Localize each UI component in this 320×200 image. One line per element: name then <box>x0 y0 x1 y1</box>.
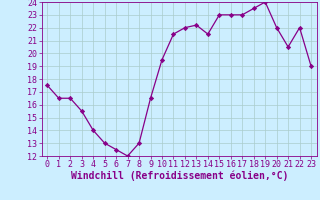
X-axis label: Windchill (Refroidissement éolien,°C): Windchill (Refroidissement éolien,°C) <box>70 171 288 181</box>
